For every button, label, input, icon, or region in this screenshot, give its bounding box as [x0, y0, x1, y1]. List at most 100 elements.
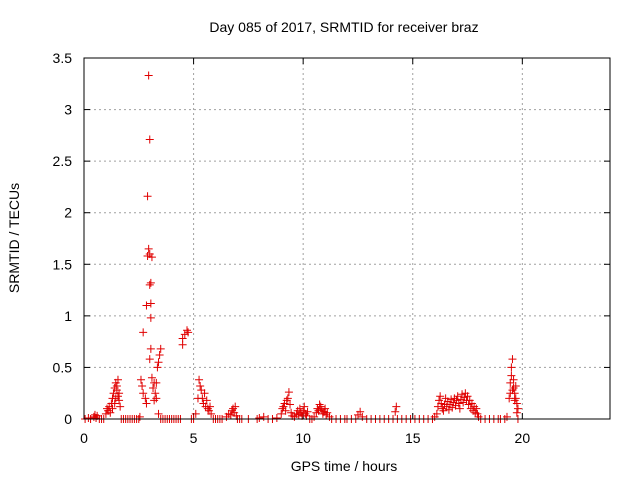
data-point: [144, 244, 153, 253]
data-point: [110, 399, 119, 408]
y-tick-label: 1: [64, 308, 72, 324]
data-point: [136, 375, 145, 384]
plot-frame: [83, 57, 611, 420]
data-point: [507, 363, 516, 372]
data-point: [152, 378, 161, 387]
data-point: [198, 394, 207, 403]
data-point: [278, 404, 287, 413]
data-point: [432, 409, 441, 418]
data-point: [106, 408, 115, 417]
data-point: [472, 404, 481, 413]
data-point: [459, 398, 468, 407]
data-point: [143, 192, 152, 201]
data-point: [195, 375, 204, 384]
data-point: [310, 412, 319, 421]
data-point: [272, 413, 281, 422]
data-point: [513, 404, 522, 413]
data-point: [507, 371, 516, 380]
data-point: [511, 394, 520, 403]
y-axis-label: SRMTID / TECUs: [6, 183, 22, 293]
data-point: [135, 412, 144, 421]
data-point: [508, 386, 517, 395]
data-point: [502, 412, 511, 421]
data-point: [156, 344, 165, 353]
data-point: [110, 384, 119, 393]
data-point: [255, 413, 264, 422]
data-point: [155, 351, 164, 360]
data-point: [144, 71, 153, 80]
data-point: [300, 402, 309, 411]
data-point: [356, 407, 365, 416]
data-point: [115, 389, 124, 398]
data-point: [116, 402, 125, 411]
data-point: [146, 299, 155, 308]
data-point: [180, 330, 189, 339]
data-point: [150, 396, 159, 405]
data-point: [463, 392, 472, 401]
data-point: [391, 407, 400, 416]
data-point: [313, 404, 322, 413]
y-tick-label: 2.5: [53, 153, 73, 169]
data-point: [200, 389, 209, 398]
data-point: [315, 400, 324, 409]
data-point: [229, 404, 238, 413]
data-point: [464, 400, 473, 409]
data-point: [322, 410, 331, 419]
data-point: [178, 340, 187, 349]
data-point: [444, 405, 453, 414]
data-point: [511, 381, 520, 390]
data-point: [145, 280, 154, 289]
data-point: [147, 253, 156, 262]
data-point: [139, 328, 148, 337]
grid-lines: [84, 58, 610, 419]
data-point: [152, 394, 161, 403]
x-tick-label: 20: [515, 430, 531, 446]
y-tick-label: 0.5: [53, 359, 73, 375]
data-point: [295, 404, 304, 413]
data-point: [282, 396, 291, 405]
data-point: [436, 392, 445, 401]
data-point: [451, 401, 460, 410]
data-point: [358, 412, 367, 421]
data-point: [191, 409, 200, 418]
data-point: [138, 381, 147, 390]
data-point: [392, 402, 401, 411]
y-tick-label: 2: [64, 205, 72, 221]
data-point: [283, 394, 292, 403]
data-point: [142, 399, 151, 408]
data-point: [509, 375, 518, 384]
data-point: [147, 373, 156, 382]
data-point: [154, 358, 163, 367]
y-tick-label: 3.5: [53, 50, 73, 66]
data-point: [184, 328, 193, 337]
y-tick-label: 3: [64, 102, 72, 118]
data-point: [146, 344, 155, 353]
y-tick-label: 0: [64, 411, 72, 427]
data-point: [323, 408, 332, 417]
data-point: [92, 413, 101, 422]
data-point: [437, 399, 446, 408]
data-point: [508, 355, 517, 364]
x-tick-label: 5: [190, 430, 198, 446]
data-point: [510, 396, 519, 405]
data-point: [277, 409, 286, 418]
data-point: [196, 381, 205, 390]
x-tick-label: 15: [405, 430, 421, 446]
data-point: [439, 406, 448, 415]
data-point: [112, 381, 121, 390]
data-point: [141, 394, 150, 403]
data-point: [146, 313, 155, 322]
data-point: [202, 396, 211, 405]
data-point: [281, 406, 290, 415]
x-axis-label: GPS time / hours: [291, 458, 398, 474]
data-point: [139, 389, 148, 398]
chart-title: Day 085 of 2017, SRMTID for receiver bra…: [209, 19, 478, 35]
data-point: [454, 399, 463, 408]
data-point: [206, 402, 215, 411]
y-tick-label: 1.5: [53, 256, 73, 272]
data-point: [207, 409, 216, 418]
data-point: [286, 400, 295, 409]
data-point: [183, 326, 192, 335]
data-point: [149, 384, 158, 393]
